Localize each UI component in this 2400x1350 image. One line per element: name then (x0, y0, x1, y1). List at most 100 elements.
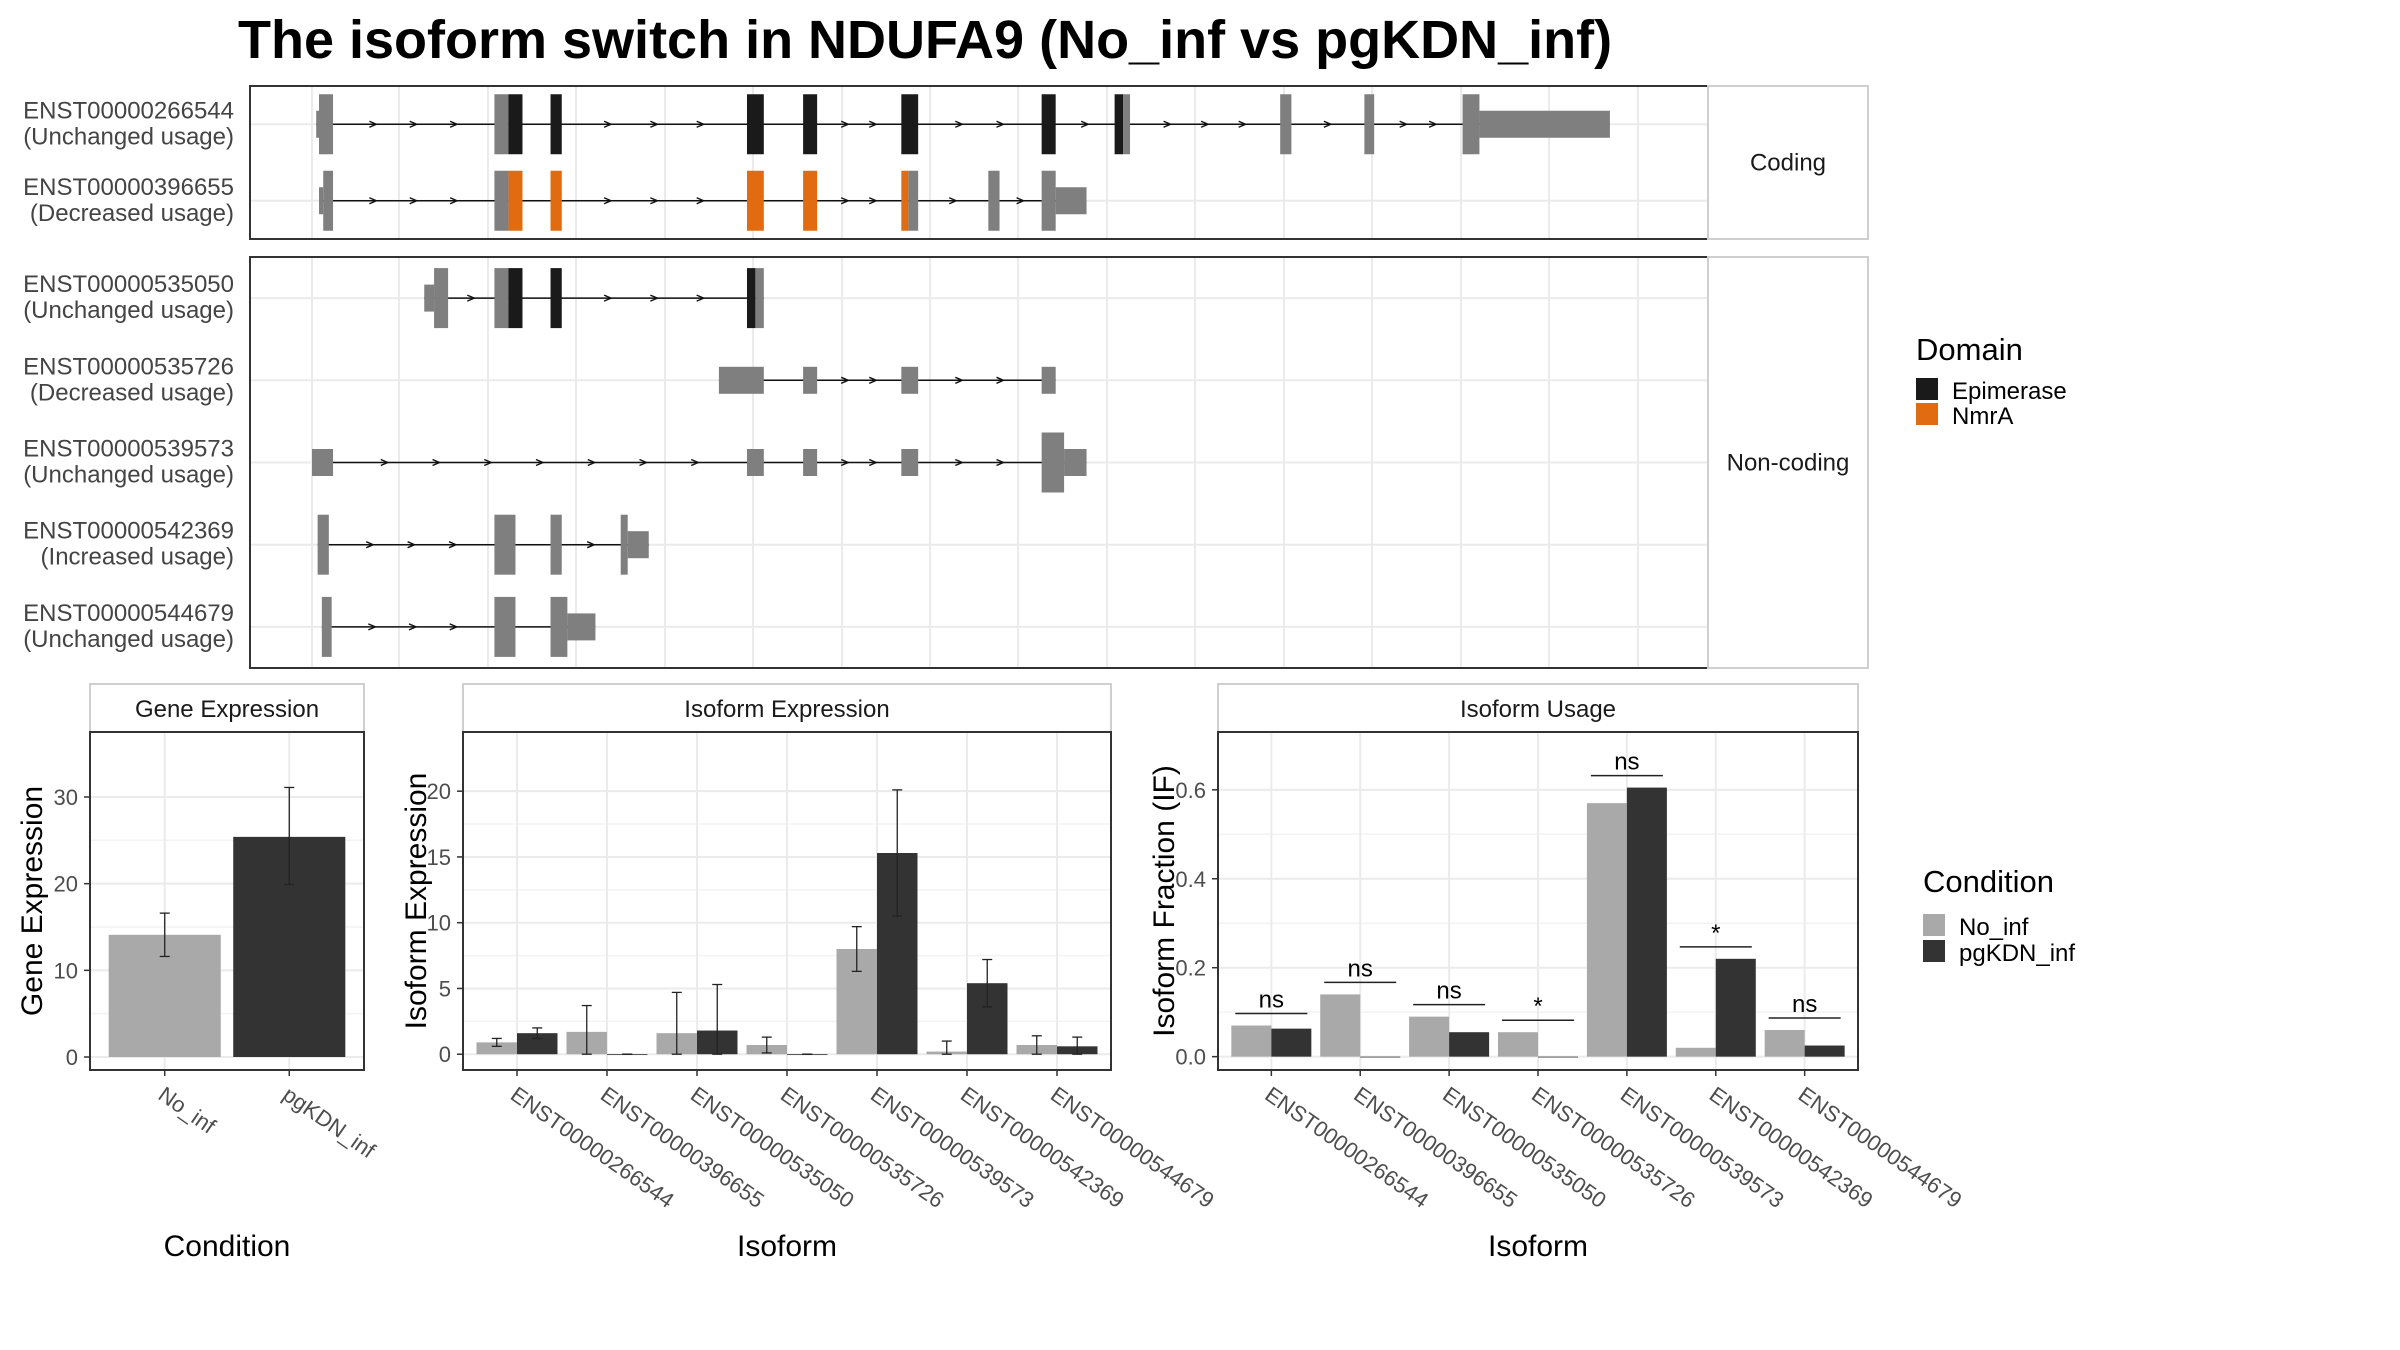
intron-arrow (466, 294, 477, 302)
intron-arrow (955, 376, 965, 384)
exon-utr (1055, 187, 1087, 215)
isoform-id-label: ENST00000542369 (23, 518, 234, 545)
bar-no-inf (1498, 1032, 1538, 1057)
exon-utr (424, 284, 435, 312)
legend-swatch-nmra (1916, 403, 1938, 425)
exon-domain-nmra (746, 170, 764, 231)
isoform-structure-panel: ENST00000266544(Unchanged usage) ENST0000… (23, 85, 1869, 669)
isoform-id-label: ENST00000535050 (23, 271, 234, 298)
exon-utr (567, 613, 596, 641)
intron-arrow (603, 294, 613, 302)
intron-arrow (840, 197, 850, 205)
bar-no-inf (1764, 1029, 1805, 1057)
intron-arrow (696, 120, 706, 128)
intron-arrow (1080, 120, 1090, 128)
y-tick-label: 30 (54, 785, 78, 810)
exon-cds (988, 170, 1000, 231)
intron-arrow (840, 376, 850, 384)
exon-cds (1123, 94, 1131, 155)
isoform-track-ENST00000542369: ENST00000542369(Increased usage) (23, 514, 649, 575)
y-tick-label: 0.0 (1175, 1045, 1206, 1070)
exon-cds (317, 514, 329, 575)
bar-pgkdn-inf (1360, 1056, 1401, 1058)
x-tick-label: ENST00000539573 (1616, 1082, 1789, 1213)
y-tick-label: 20 (427, 779, 451, 804)
exon-utr (901, 366, 919, 394)
intron-arrow (483, 458, 494, 467)
exon-domain-epimerase (746, 268, 756, 329)
exon-domain-epimerase (550, 268, 562, 329)
isoform-track-ENST00000266544: ENST00000266544(Unchanged usage) (23, 94, 1610, 155)
x-tick-label: ENST00000266544 (506, 1082, 679, 1213)
exon-cds (494, 94, 509, 155)
exon-cds (1041, 170, 1056, 231)
panel-strip (462, 683, 1112, 733)
exon-utr (1064, 449, 1087, 476)
exon-utr (718, 366, 764, 394)
error-bar (1031, 1035, 1042, 1055)
x-tick-label: ENST00000542369 (956, 1082, 1129, 1213)
exon-cds (1462, 94, 1480, 155)
y-tick-label: 5 (439, 976, 451, 1001)
exon-cds (550, 596, 568, 657)
figure-title: The isoform switch in NDUFA9 (No_inf vs … (238, 10, 1612, 70)
intron-arrow (369, 197, 379, 205)
exon-utr (312, 449, 334, 476)
exon-domain-epimerase (901, 94, 919, 155)
legend-swatch-pgkdn-inf (1923, 940, 1945, 962)
bar-no-inf (1320, 994, 1361, 1057)
intron-arrow (432, 458, 442, 467)
structure-facet-non-coding: ENST00000535050(Unchanged usage)ENST0000… (23, 256, 1869, 669)
facet-strip (1707, 256, 1869, 669)
panel-strip (89, 683, 365, 733)
exon-cds (550, 514, 562, 575)
exon-utr (746, 449, 764, 476)
error-bar (851, 925, 862, 973)
intron-arrow (587, 458, 597, 467)
bar-charts: Gene Expression 0 10 20 30 No_inf pgKDN_inf Gen… (16, 683, 1966, 1263)
intron-arrow (696, 197, 706, 205)
x-axis-title: Isoform (737, 1230, 837, 1263)
domain-legend-title: Domain (1916, 332, 2023, 367)
exon-utr (803, 366, 818, 394)
exon-domain-epimerase (803, 94, 818, 155)
y-tick-label: 15 (427, 845, 451, 870)
x-axis-title: Isoform (1488, 1230, 1588, 1263)
exon-domain-epimerase (508, 268, 523, 329)
panel-title: Isoform Usage (1460, 696, 1616, 723)
x-tick-label: ENST00000535050 (1438, 1082, 1611, 1213)
bar-panel-gene-expression: Gene Expression 0 10 20 30 No_inf pgKDN_inf Gen… (16, 683, 381, 1263)
exon-utr (803, 449, 818, 476)
exon-domain-epimerase (550, 94, 562, 155)
bar-no-inf (1231, 1025, 1272, 1057)
error-bar (982, 958, 993, 1008)
exon-cds (1280, 94, 1292, 155)
intron-arrow (955, 120, 965, 128)
bar-no-inf (1586, 803, 1627, 1057)
intron-arrow (955, 458, 965, 467)
exon-utr (901, 449, 919, 476)
x-tick-label: ENST00000544679 (1046, 1082, 1219, 1213)
intron-arrow (535, 458, 545, 467)
legend-swatch-no-inf (1923, 914, 1945, 936)
exon-cds (908, 170, 919, 231)
intron-arrow (408, 623, 418, 631)
exon-domain-epimerase (1041, 94, 1056, 155)
intron-arrow (868, 376, 879, 384)
exon-cds (1364, 94, 1375, 155)
y-tick-label: 0.4 (1175, 867, 1206, 892)
exon-utr (1041, 366, 1056, 394)
panel-strip (1217, 683, 1859, 733)
intron-arrow (368, 623, 378, 631)
exon-cds (434, 268, 449, 329)
facet-background (250, 86, 1708, 239)
legend-label-no-inf: No_inf (1959, 914, 2029, 941)
significance-label: * (1533, 993, 1542, 1020)
intron-arrow (996, 458, 1006, 467)
bar-no-inf (1675, 1047, 1716, 1057)
error-bar (581, 1004, 592, 1055)
error-bar (491, 1037, 502, 1047)
exon-cds (620, 514, 628, 575)
isoform-id-label: ENST00000544679 (23, 600, 234, 627)
